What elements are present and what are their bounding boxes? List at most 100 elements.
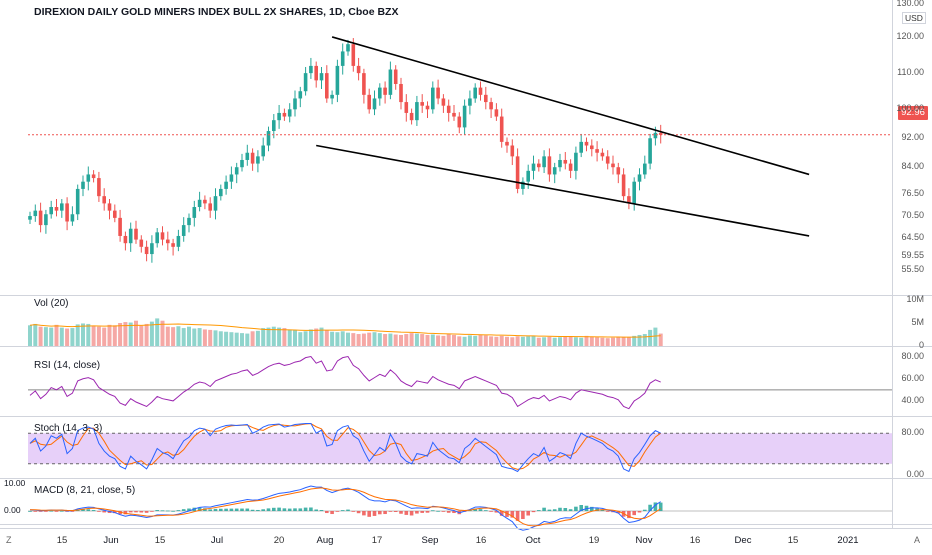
macd-histogram-bar (547, 509, 552, 511)
candle-body (314, 65, 318, 81)
volume-bar (605, 338, 610, 346)
volume-bar (75, 324, 80, 346)
volume-bar (28, 325, 32, 346)
x-axis-label: Jun (103, 535, 119, 546)
volume-bar (255, 330, 260, 346)
macd-histogram-bar (505, 511, 509, 517)
candle-body (611, 163, 615, 168)
macd-histogram-bar (166, 510, 170, 512)
candle-body (425, 105, 430, 110)
volume-bar (324, 330, 329, 346)
volume-bar (489, 336, 494, 346)
candle-body (229, 174, 234, 182)
candle-body (653, 132, 658, 139)
volume-bar (446, 334, 451, 346)
volume-bar (340, 331, 345, 346)
volume-bar (642, 334, 647, 346)
macd-histogram-bar (245, 508, 250, 511)
volume-bar (648, 329, 653, 346)
candle-body (118, 217, 122, 236)
macd-histogram-bar (590, 506, 594, 511)
candle-body (203, 199, 207, 204)
stoch-panel-label[interactable]: Stoch (14, 3, 3) (34, 423, 103, 434)
volume-bar (59, 327, 64, 346)
volume-bar (377, 333, 382, 346)
volume-bar (526, 336, 531, 346)
macd-histogram-bar (478, 509, 483, 511)
macd-histogram-bar (340, 510, 345, 511)
macd-histogram-bar (287, 508, 292, 511)
macd-histogram-bar (600, 509, 605, 511)
volume-bar (616, 337, 621, 346)
macd-histogram-bar (367, 511, 371, 517)
candle-body (208, 203, 212, 211)
macd-histogram-bar (176, 510, 181, 511)
candle-body (144, 246, 149, 255)
candle-body (383, 87, 387, 95)
candle-body (309, 65, 313, 74)
volume-bar (499, 335, 504, 346)
macd-histogram-bar (298, 508, 303, 511)
volume-tick-label: 10M (906, 294, 924, 304)
volume-bar (457, 336, 462, 346)
candle-body (457, 116, 462, 128)
macd-panel-label[interactable]: MACD (8, 21, close, 5) (34, 485, 136, 496)
candle-body (584, 141, 589, 146)
volume-bar (361, 333, 366, 346)
volume-bar (478, 334, 483, 346)
volume-bar (54, 324, 59, 346)
volume-bar (436, 335, 441, 346)
macd-histogram-bar (446, 511, 451, 513)
candle-body (197, 199, 202, 208)
rsi-tick-label: 80.00 (901, 350, 924, 361)
x-axis-label: Aug (316, 535, 334, 546)
macd-histogram-bar (574, 506, 578, 511)
candle-body (282, 112, 287, 117)
price-tick-label: 110.00 (897, 67, 924, 78)
macd-histogram-bar (537, 510, 541, 511)
price-tick-label: 64.50 (901, 231, 924, 242)
macd-histogram-bar (266, 508, 271, 511)
candle-body (574, 152, 578, 171)
volume-bar (510, 337, 515, 346)
volume-bar (208, 329, 213, 346)
candle-body (256, 156, 260, 164)
candle-body (150, 243, 154, 255)
macd-histogram-bar (378, 511, 382, 515)
candle-body (393, 69, 398, 84)
candle-body (489, 102, 493, 110)
candle-body (160, 232, 165, 240)
candle-body (563, 159, 568, 164)
volume-panel-label[interactable]: Vol (20) (34, 298, 69, 309)
candle-body (431, 87, 435, 110)
candle-body (415, 102, 419, 121)
volume-bar (430, 334, 435, 346)
auto-scale-corner-icon[interactable]: A (914, 535, 921, 545)
candle-body (388, 69, 393, 95)
price-tick-label: 130.00 (896, 0, 924, 8)
volume-bar (155, 318, 160, 346)
x-axis-label: 17 (371, 535, 383, 546)
macd-histogram-bar (330, 511, 334, 515)
rsi-panel-label[interactable]: RSI (14, close) (34, 360, 101, 371)
macd-histogram-bar (473, 508, 477, 511)
volume-ma-line (29, 323, 661, 338)
currency-badge[interactable]: USD (902, 12, 926, 24)
macd-histogram-bar (234, 508, 239, 511)
volume-bar (573, 337, 578, 346)
volume-bar (589, 336, 594, 346)
candle-body (60, 203, 64, 211)
macd-histogram-bar (229, 508, 234, 511)
zoom-corner-icon[interactable]: Z (6, 535, 12, 545)
macd-histogram-bar (409, 511, 414, 516)
macd-histogram-bar (181, 509, 186, 511)
candle-body (579, 141, 583, 153)
volume-bar (335, 332, 340, 346)
volume-bar (367, 332, 372, 346)
candle-body (462, 105, 467, 128)
candle-body (330, 94, 334, 99)
volume-bar (202, 329, 207, 346)
macd-histogram-bar (28, 511, 32, 512)
volume-bar (298, 332, 303, 346)
